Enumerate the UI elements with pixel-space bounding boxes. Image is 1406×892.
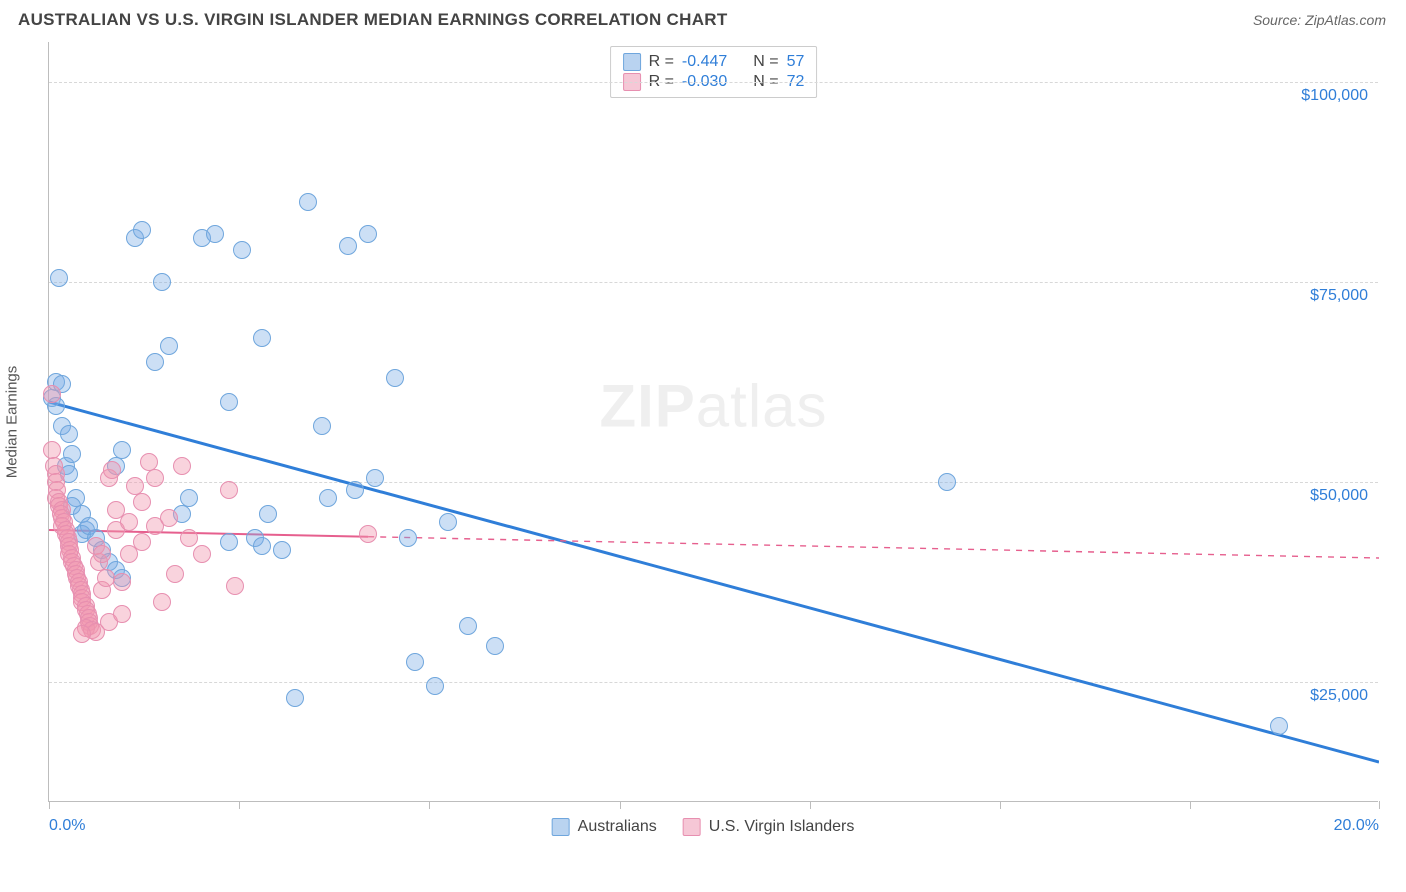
stat-r-label: R = xyxy=(649,53,674,71)
x-tick-label: 0.0% xyxy=(49,817,85,835)
source-label: Source: ZipAtlas.com xyxy=(1253,12,1386,28)
chart-title: AUSTRALIAN VS U.S. VIRGIN ISLANDER MEDIA… xyxy=(18,10,728,30)
x-tick xyxy=(620,801,621,809)
scatter-point xyxy=(406,653,424,671)
scatter-point xyxy=(386,369,404,387)
gridline xyxy=(49,82,1378,83)
scatter-point xyxy=(313,417,331,435)
gridline xyxy=(49,682,1378,683)
scatter-point xyxy=(113,605,131,623)
y-tick-label: $75,000 xyxy=(1310,287,1368,305)
scatter-point xyxy=(153,593,171,611)
scatter-point xyxy=(426,677,444,695)
legend-label: U.S. Virgin Islanders xyxy=(709,818,855,836)
scatter-point xyxy=(299,193,317,211)
scatter-point xyxy=(173,457,191,475)
scatter-point xyxy=(339,237,357,255)
x-tick xyxy=(239,801,240,809)
scatter-point xyxy=(97,569,115,587)
scatter-point xyxy=(43,385,61,403)
scatter-point xyxy=(206,225,224,243)
scatter-point xyxy=(253,329,271,347)
x-tick xyxy=(1379,801,1380,809)
stat-n-label: N = xyxy=(753,53,778,71)
scatter-point xyxy=(180,529,198,547)
stats-row: R = -0.447 N = 57 xyxy=(623,52,805,72)
scatter-point xyxy=(133,493,151,511)
scatter-point xyxy=(286,689,304,707)
scatter-point xyxy=(50,269,68,287)
x-tick xyxy=(810,801,811,809)
scatter-point xyxy=(366,469,384,487)
stats-box: R = -0.447N = 57R = -0.030N = 72 xyxy=(610,46,818,98)
scatter-point xyxy=(273,541,291,559)
y-tick-label: $25,000 xyxy=(1310,687,1368,705)
scatter-point xyxy=(60,425,78,443)
stat-r-value: -0.447 xyxy=(682,53,727,71)
y-axis-label: Median Earnings xyxy=(4,366,21,479)
y-tick-label: $50,000 xyxy=(1310,487,1368,505)
scatter-point xyxy=(113,441,131,459)
scatter-point xyxy=(233,241,251,259)
stat-n-value: 57 xyxy=(787,53,805,71)
gridline xyxy=(49,282,1378,283)
scatter-point xyxy=(220,533,238,551)
x-tick xyxy=(1000,801,1001,809)
scatter-point xyxy=(486,637,504,655)
y-tick-label: $100,000 xyxy=(1301,87,1368,105)
scatter-point xyxy=(220,481,238,499)
bottom-legend: Australians U.S. Virgin Islanders xyxy=(552,818,855,836)
scatter-point xyxy=(166,565,184,583)
scatter-point xyxy=(160,337,178,355)
scatter-point xyxy=(253,537,271,555)
scatter-point xyxy=(938,473,956,491)
scatter-point xyxy=(113,573,131,591)
scatter-point xyxy=(133,533,151,551)
scatter-point xyxy=(399,529,417,547)
scatter-point xyxy=(73,625,91,643)
scatter-point xyxy=(459,617,477,635)
scatter-point xyxy=(103,461,121,479)
legend-label: Australians xyxy=(578,818,657,836)
scatter-point xyxy=(120,513,138,531)
scatter-point xyxy=(160,509,178,527)
scatter-point xyxy=(180,489,198,507)
scatter-point xyxy=(146,469,164,487)
chart-area: Median Earnings ZIPatlas R = -0.447N = 5… xyxy=(18,42,1388,802)
scatter-point xyxy=(359,525,377,543)
legend-item: U.S. Virgin Islanders xyxy=(683,818,855,836)
scatter-point xyxy=(1270,717,1288,735)
x-tick xyxy=(429,801,430,809)
scatter-point xyxy=(226,577,244,595)
scatter-point xyxy=(319,489,337,507)
scatter-point xyxy=(63,445,81,463)
x-tick xyxy=(1190,801,1191,809)
scatter-point xyxy=(259,505,277,523)
scatter-point xyxy=(133,221,151,239)
scatter-point xyxy=(146,353,164,371)
legend-swatch xyxy=(683,818,701,836)
watermark: ZIPatlas xyxy=(599,372,827,441)
scatter-point xyxy=(346,481,364,499)
x-tick-label: 20.0% xyxy=(1334,817,1379,835)
scatter-point xyxy=(439,513,457,531)
plot: ZIPatlas R = -0.447N = 57R = -0.030N = 7… xyxy=(48,42,1378,802)
legend-swatch xyxy=(623,53,641,71)
scatter-point xyxy=(193,545,211,563)
legend-item: Australians xyxy=(552,818,657,836)
scatter-point xyxy=(359,225,377,243)
legend-swatch xyxy=(552,818,570,836)
scatter-point xyxy=(220,393,238,411)
scatter-point xyxy=(93,545,111,563)
scatter-point xyxy=(153,273,171,291)
x-tick xyxy=(49,801,50,809)
gridline xyxy=(49,482,1378,483)
